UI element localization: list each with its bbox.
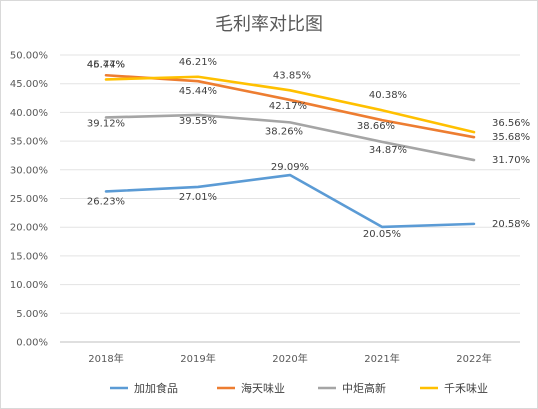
data-label: 36.56% xyxy=(492,118,530,129)
data-label: 40.38% xyxy=(369,90,407,101)
data-label: 26.23% xyxy=(87,196,125,207)
data-label: 46.47% xyxy=(87,59,125,70)
x-tick-label: 2018年 xyxy=(88,352,123,365)
x-tick-label: 2022年 xyxy=(456,352,491,365)
data-label: 45.74% xyxy=(87,59,125,70)
series-line xyxy=(104,75,476,134)
y-tick-label: 5.00% xyxy=(16,309,48,320)
y-tick-label: 45.00% xyxy=(10,79,48,90)
y-tick-label: 50.00% xyxy=(10,51,48,62)
y-tick-label: 10.00% xyxy=(10,280,48,291)
legend-label: 加加食品 xyxy=(134,381,178,395)
data-label: 38.66% xyxy=(357,121,395,132)
x-tick-label: 2021年 xyxy=(364,352,399,365)
data-label: 42.17% xyxy=(269,101,307,112)
data-label: 34.87% xyxy=(369,145,407,156)
data-label: 46.21% xyxy=(179,57,217,68)
y-tick-label: 0.00% xyxy=(16,338,48,349)
x-tick-label: 2019年 xyxy=(180,352,215,365)
legend-label: 千禾味业 xyxy=(444,382,488,395)
y-tick-label: 15.00% xyxy=(10,251,48,262)
data-label: 31.70% xyxy=(492,155,530,166)
data-label: 39.12% xyxy=(87,118,125,129)
y-tick-label: 40.00% xyxy=(10,108,48,119)
data-label: 39.55% xyxy=(179,116,217,127)
x-tick-label: 2020年 xyxy=(272,352,307,365)
data-label: 35.68% xyxy=(492,132,530,143)
series-line xyxy=(104,73,476,139)
data-label: 43.85% xyxy=(273,70,311,81)
data-label: 20.05% xyxy=(363,229,401,240)
y-tick-label: 25.00% xyxy=(10,194,48,205)
series-line xyxy=(104,113,476,162)
data-label: 29.09% xyxy=(271,162,309,173)
series-line xyxy=(104,173,476,229)
y-tick-label: 30.00% xyxy=(10,165,48,176)
legend-label: 中炬高新 xyxy=(342,381,386,395)
data-label: 45.44% xyxy=(179,86,217,97)
y-tick-label: 20.00% xyxy=(10,223,48,234)
data-label: 20.58% xyxy=(492,219,530,230)
data-label: 27.01% xyxy=(179,192,217,203)
legend-label: 海天味业 xyxy=(241,381,285,395)
chart-title: 毛利率对比图 xyxy=(215,14,323,35)
y-tick-label: 35.00% xyxy=(10,137,48,148)
data-label: 38.26% xyxy=(265,126,303,137)
